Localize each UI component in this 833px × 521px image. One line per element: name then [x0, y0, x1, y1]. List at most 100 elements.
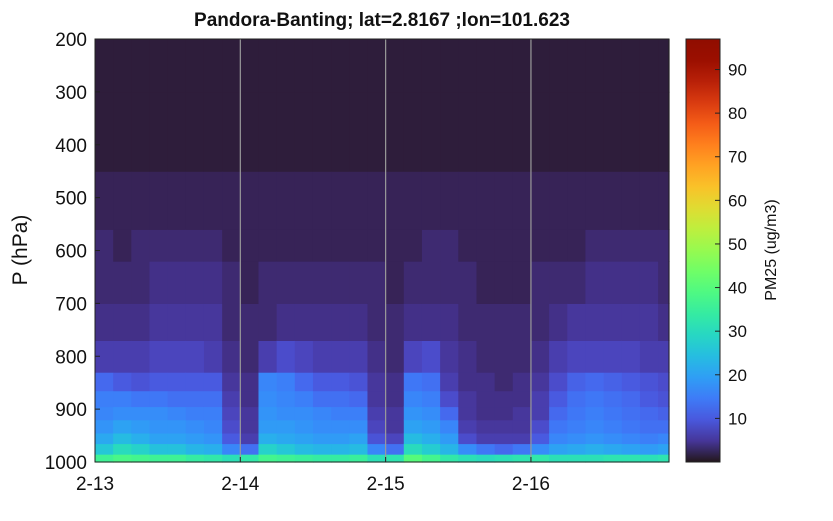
- heatmap-cell: [549, 454, 568, 463]
- heatmap-cell: [549, 171, 568, 230]
- heatmap-cell: [312, 91, 332, 172]
- x-tick-label: 2-15: [367, 474, 405, 495]
- heatmap-cell: [240, 229, 260, 262]
- heatmap-cell: [276, 261, 296, 304]
- colorbar-ticks: 10 20 30 40 50 60 70 80 90: [715, 61, 747, 428]
- heatmap-cell: [312, 340, 332, 373]
- heatmap-cell: [95, 406, 114, 421]
- heatmap-cell: [113, 91, 132, 172]
- heatmap-cell: [494, 229, 514, 262]
- heatmap-cell: [530, 39, 550, 93]
- heatmap-cell: [131, 432, 151, 445]
- heatmap-cell: [222, 303, 241, 341]
- heatmap-cell: [167, 261, 187, 304]
- heatmap-cell: [222, 229, 241, 262]
- heatmap-cell: [530, 390, 550, 408]
- heatmap-cell: [203, 419, 223, 434]
- heatmap-cell: [185, 261, 205, 304]
- heatmap-cell: [113, 303, 132, 341]
- heatmap-cell: [149, 372, 169, 392]
- heatmap-cell: [258, 390, 278, 408]
- heatmap-cell: [567, 303, 587, 341]
- heatmap-cell: [658, 432, 670, 445]
- heatmap-cell: [385, 340, 405, 373]
- heatmap-cell: [549, 406, 568, 421]
- heatmap-cell: [421, 303, 441, 341]
- heatmap-cell: [222, 39, 241, 93]
- heatmap-cell: [258, 39, 278, 93]
- heatmap-cell: [603, 91, 623, 172]
- heatmap-cell: [603, 372, 623, 392]
- heatmap-cell: [203, 171, 223, 230]
- heatmap-cell: [349, 432, 369, 445]
- heatmap-cell: [639, 39, 659, 93]
- heatmap-cell: [258, 406, 278, 421]
- heatmap-cell: [185, 419, 205, 434]
- heatmap-cell: [639, 261, 659, 304]
- heatmap-cell: [440, 39, 459, 93]
- heatmap-cell: [512, 443, 532, 455]
- heatmap-cell: [530, 372, 550, 392]
- heatmap-cell: [421, 229, 441, 262]
- heatmap-cell: [240, 390, 260, 408]
- heatmap-cell: [530, 229, 550, 262]
- heatmap-cell: [385, 432, 405, 445]
- x-axis-ticks: 2-13 2-14 2-15 2-16: [76, 457, 550, 495]
- heatmap-cell: [458, 443, 478, 455]
- x-tick-label: 2-13: [76, 474, 114, 495]
- heatmap-cell: [113, 432, 132, 445]
- heatmap-cell: [530, 91, 550, 172]
- heatmap-cell: [585, 372, 605, 392]
- heatmap-cell: [95, 39, 114, 93]
- heatmap-cell: [95, 454, 114, 463]
- heatmap-cell: [494, 91, 514, 172]
- heatmap-cell: [385, 261, 405, 304]
- colorbar-tick-label: 60: [728, 191, 747, 210]
- heatmap-cell: [585, 171, 605, 230]
- heatmap-cell: [403, 171, 423, 230]
- heatmap-cell: [549, 340, 568, 373]
- heatmap-cell: [585, 39, 605, 93]
- heatmap-cell: [349, 454, 369, 463]
- heatmap-cell: [403, 443, 423, 455]
- heatmap-cell: [258, 261, 278, 304]
- heatmap-cell: [567, 229, 587, 262]
- heatmap-cell: [276, 419, 296, 434]
- heatmap-cell: [294, 171, 314, 230]
- heatmap-cell: [367, 454, 387, 463]
- heatmap-cell: [367, 390, 387, 408]
- heatmap-cell: [95, 372, 114, 392]
- colorbar-tick-label: 50: [728, 235, 747, 254]
- heatmap-cell: [349, 390, 369, 408]
- heatmap-cell: [603, 39, 623, 93]
- heatmap-cell: [639, 454, 659, 463]
- heatmap-cell: [222, 372, 241, 392]
- heatmap-cell: [167, 443, 187, 455]
- heatmap-cell: [149, 171, 169, 230]
- heatmap-cell: [131, 406, 151, 421]
- heatmap-cell: [331, 91, 350, 172]
- heatmap-cell: [658, 303, 670, 341]
- heatmap-cell: [440, 91, 459, 172]
- heatmap-cell: [567, 390, 587, 408]
- heatmap-cell: [621, 443, 641, 455]
- heatmap-cell: [294, 340, 314, 373]
- y-axis-ticks: 200 300 400 500 600 700 800 900 1000: [45, 30, 100, 474]
- heatmap-cell: [530, 261, 550, 304]
- heatmap-cell: [131, 39, 151, 93]
- heatmap-cell: [567, 91, 587, 172]
- heatmap-cell: [240, 171, 260, 230]
- heatmap-cell: [440, 229, 459, 262]
- heatmap-cell: [294, 91, 314, 172]
- heatmap-cell: [113, 406, 132, 421]
- heatmap-cell: [385, 390, 405, 408]
- heatmap-cell: [603, 340, 623, 373]
- heatmap-cell: [349, 91, 369, 172]
- heatmap-cell: [549, 39, 568, 93]
- heatmap-cell: [331, 372, 350, 392]
- heatmap-cell: [621, 229, 641, 262]
- heatmap-cell: [585, 390, 605, 408]
- heatmap-cell: [603, 303, 623, 341]
- heatmap-cell: [276, 303, 296, 341]
- heatmap-cell: [421, 419, 441, 434]
